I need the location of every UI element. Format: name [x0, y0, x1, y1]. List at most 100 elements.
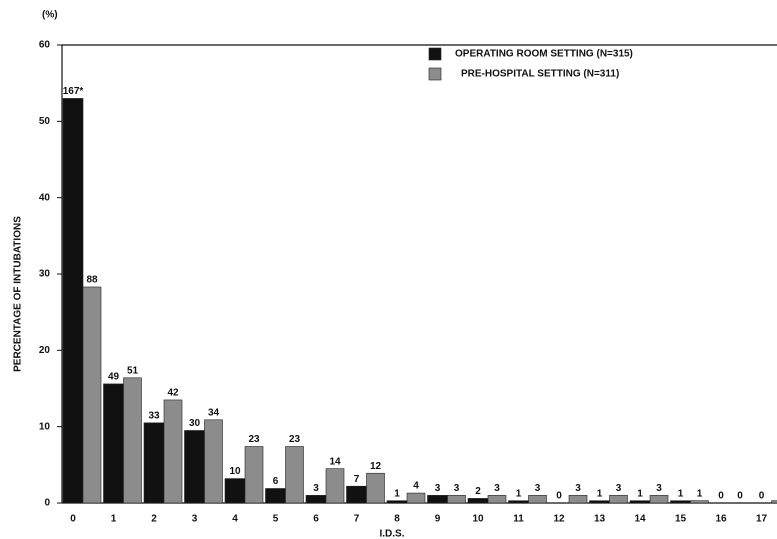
x-axis-label: I.D.S. — [379, 529, 404, 539]
bar — [447, 495, 466, 504]
bar — [62, 98, 84, 504]
legend-label: OPERATING ROOM SETTING (N=315) — [455, 49, 633, 60]
bar — [568, 495, 588, 504]
bar — [123, 377, 142, 504]
bar — [265, 488, 286, 504]
count-label: 3 — [616, 483, 622, 494]
bar — [366, 472, 385, 504]
count-label: 4 — [413, 481, 419, 492]
count-label: 3 — [454, 483, 460, 494]
count-label: 14 — [329, 456, 341, 467]
bar — [325, 468, 345, 504]
y-tick-label: 0 — [44, 498, 50, 509]
legend-label: PRE-HOSPITAL SETTING (N=311) — [461, 69, 619, 80]
bar — [244, 446, 264, 504]
x-tick-label: 3 — [192, 514, 198, 525]
count-label: 3 — [535, 483, 541, 494]
x-tick-label: 9 — [435, 514, 441, 525]
bar — [406, 492, 426, 504]
y-tick-label: 50 — [39, 116, 51, 127]
x-tick-label: 5 — [273, 514, 279, 525]
bar — [629, 500, 651, 504]
count-label: 1 — [516, 488, 522, 499]
unit-label: (%) — [42, 10, 58, 21]
y-tick-label: 40 — [39, 192, 51, 203]
bar — [305, 495, 327, 504]
bar — [386, 500, 408, 504]
bar — [224, 478, 246, 504]
x-tick-label: 8 — [394, 514, 400, 525]
count-label: 12 — [370, 461, 382, 472]
bar — [670, 500, 691, 504]
y-tick-label: 60 — [39, 40, 51, 51]
bar — [589, 500, 610, 504]
bar — [143, 422, 165, 504]
x-tick-label: 13 — [594, 514, 606, 525]
count-label: 88 — [86, 275, 98, 286]
count-label: 1 — [697, 488, 703, 499]
count-label: 167* — [63, 86, 84, 97]
x-tick-label: 15 — [675, 514, 687, 525]
count-label: 1 — [597, 488, 603, 499]
x-tick-label: 7 — [354, 514, 360, 525]
x-tick-label: 11 — [513, 514, 524, 525]
count-label: 0 — [737, 491, 743, 502]
bar — [508, 500, 529, 504]
bar — [346, 485, 367, 504]
legend-swatch — [428, 67, 442, 81]
count-label: 42 — [167, 388, 179, 399]
count-label: 30 — [189, 418, 201, 429]
x-tick-label: 12 — [553, 514, 565, 525]
count-label: 34 — [208, 407, 220, 418]
x-tick-label: 0 — [70, 514, 76, 525]
count-label: 23 — [248, 434, 260, 445]
count-label: 1 — [637, 488, 643, 499]
x-tick-label: 17 — [756, 514, 768, 525]
count-label: 0 — [718, 491, 724, 502]
bar — [427, 495, 448, 504]
bar — [528, 495, 547, 504]
x-tick-label: 2 — [151, 514, 157, 525]
count-label: 3 — [494, 483, 500, 494]
y-tick-label: 30 — [39, 269, 51, 280]
count-label: 33 — [148, 410, 160, 421]
x-tick-label: 10 — [472, 514, 484, 525]
count-label: 3 — [313, 483, 319, 494]
x-tick-label: 1 — [111, 514, 117, 525]
y-tick-label: 20 — [39, 345, 51, 356]
count-label: 3 — [656, 483, 662, 494]
count-label: 1 — [678, 488, 684, 499]
count-label: 6 — [273, 476, 279, 487]
bar — [204, 419, 223, 504]
y-axis-label: PERCENTAGE OF INTUBATIONS — [13, 216, 24, 372]
x-tick-label: 16 — [715, 514, 727, 525]
count-label: 1 — [394, 488, 400, 499]
count-label: 3 — [435, 483, 441, 494]
bar — [103, 383, 124, 504]
legend-swatch — [428, 47, 442, 61]
count-label: 3 — [575, 483, 581, 494]
bar — [690, 500, 709, 504]
bar — [285, 446, 304, 504]
bar — [184, 430, 205, 504]
count-label: 51 — [127, 365, 139, 376]
count-label: 0 — [556, 491, 562, 502]
count-label: 49 — [108, 372, 120, 383]
count-label: 2 — [475, 486, 481, 497]
bar — [487, 495, 507, 504]
count-label: 7 — [354, 474, 360, 485]
count-label: 0 — [759, 491, 765, 502]
bar — [163, 399, 183, 504]
bar — [609, 495, 628, 504]
bar — [649, 495, 669, 504]
count-label: 10 — [229, 466, 241, 477]
x-tick-label: 4 — [232, 514, 238, 525]
x-tick-label: 6 — [313, 514, 319, 525]
bar — [82, 286, 102, 504]
y-tick-label: 10 — [39, 421, 51, 432]
bar — [467, 498, 489, 504]
x-tick-label: 14 — [634, 514, 646, 525]
bar — [771, 500, 777, 504]
count-label: 23 — [289, 434, 301, 445]
